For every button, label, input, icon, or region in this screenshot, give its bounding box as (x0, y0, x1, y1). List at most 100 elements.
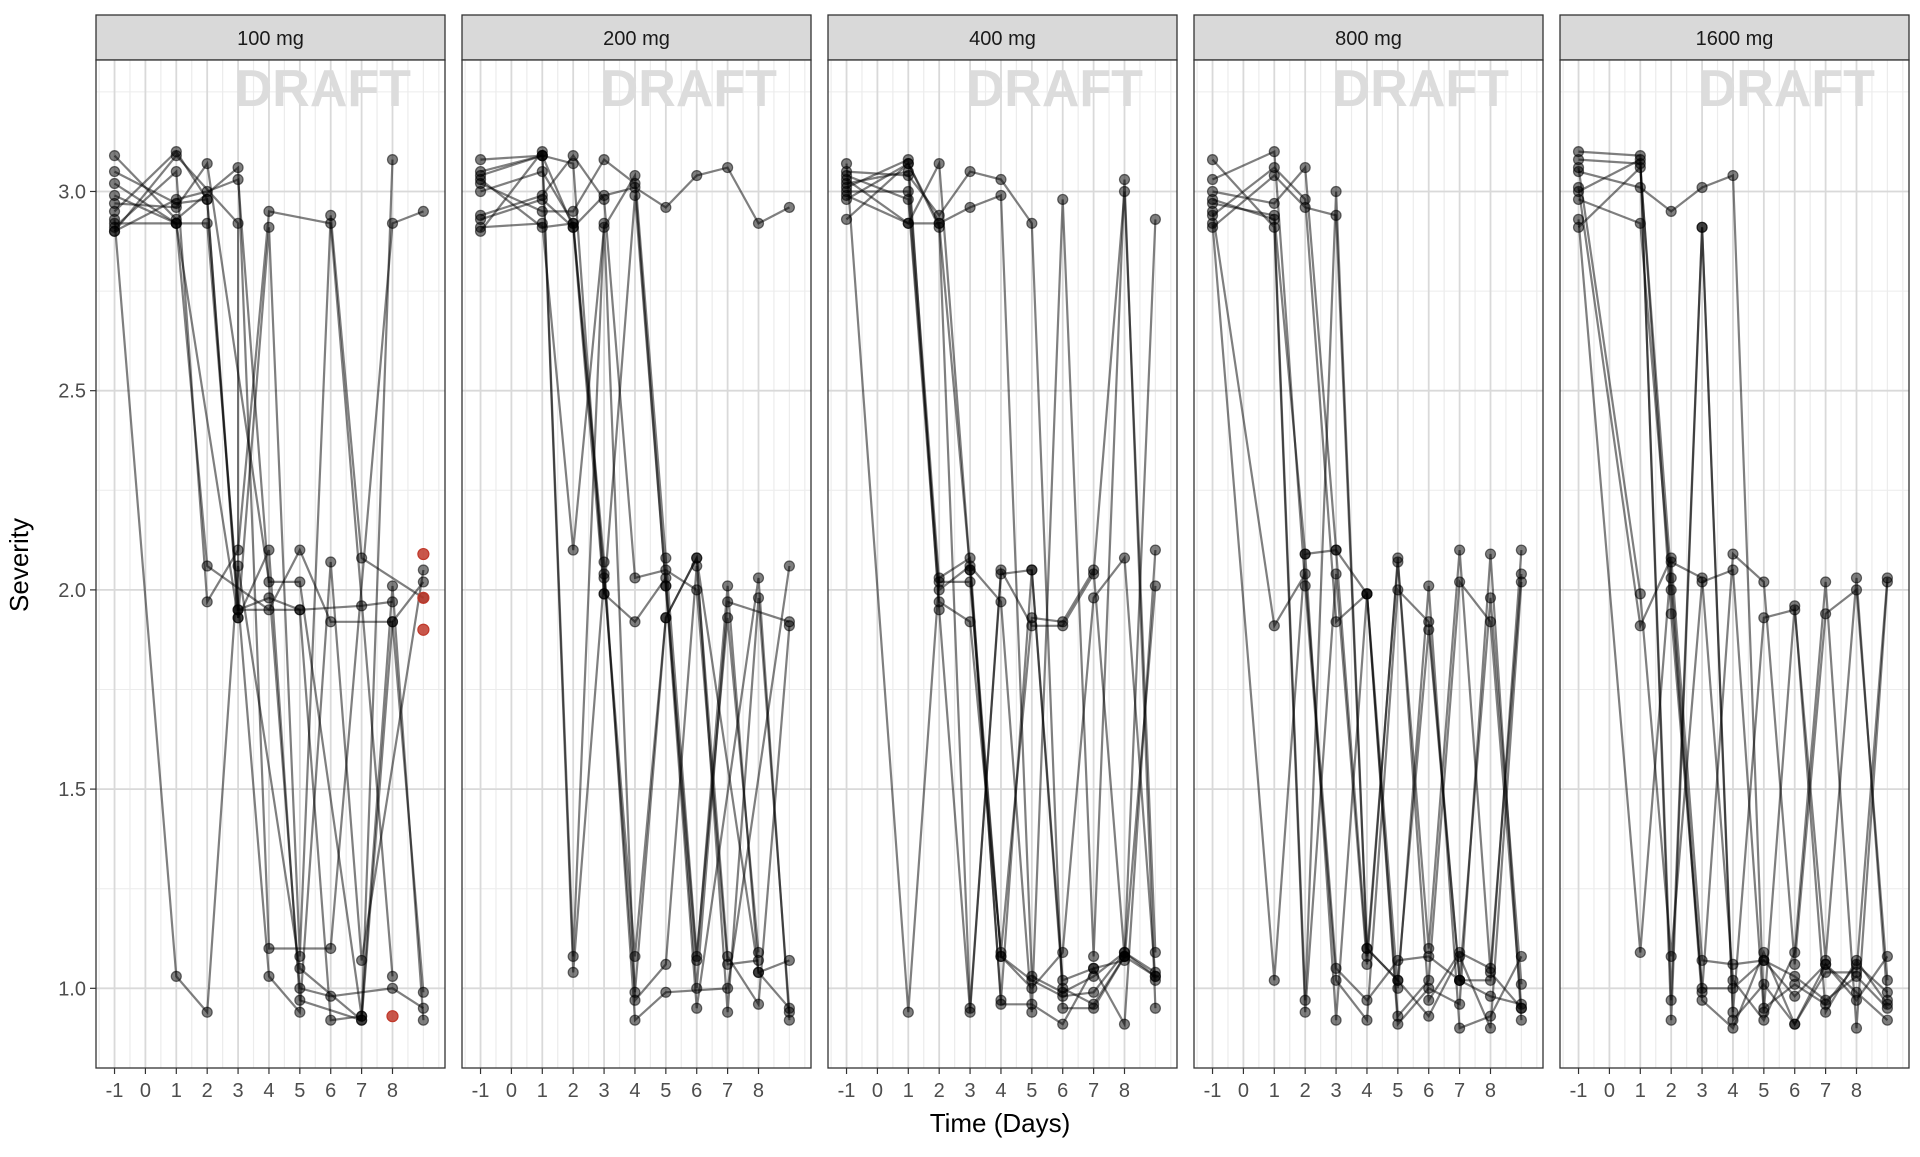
x-tick-label: 0 (1238, 1080, 1249, 1102)
data-point (1881, 986, 1893, 998)
x-tick-label: 6 (1057, 1080, 1068, 1102)
data-point (1634, 157, 1646, 170)
x-tick-label: -1 (1570, 1080, 1588, 1102)
data-point (1727, 982, 1739, 994)
data-point (1088, 986, 1100, 998)
data-point (752, 592, 765, 604)
data-point (933, 217, 945, 229)
data-point (1515, 544, 1527, 556)
data-point (722, 161, 734, 174)
watermark-text: DRAFT (967, 60, 1143, 118)
data-point (1392, 974, 1404, 986)
data-point (752, 572, 765, 584)
series-line (846, 193, 1156, 994)
data-point (1361, 588, 1373, 600)
data-point (294, 1006, 306, 1018)
data-point (536, 165, 548, 178)
data-point (325, 942, 337, 955)
data-point (1330, 962, 1342, 974)
data-point (1727, 958, 1739, 971)
data-point (691, 169, 703, 182)
facet-strip-label: 100 mg (237, 28, 304, 50)
x-tick-label: 3 (599, 1080, 610, 1102)
data-point (567, 544, 579, 556)
data-point (1118, 950, 1131, 963)
data-point (1727, 1022, 1739, 1034)
data-point (1057, 620, 1069, 632)
data-point (417, 205, 429, 217)
data-point (1881, 974, 1893, 986)
data-point (964, 201, 976, 214)
data-point (1118, 173, 1131, 186)
data-point (108, 189, 121, 202)
highlight-point (417, 591, 430, 604)
data-point (1026, 1006, 1038, 1018)
data-point (1149, 580, 1161, 592)
data-point (1484, 592, 1497, 604)
data-point (417, 564, 429, 576)
data-point (108, 150, 121, 162)
x-tick-label: 7 (1820, 1080, 1831, 1102)
data-point (567, 205, 579, 217)
data-point (1789, 1018, 1801, 1030)
data-point (1634, 588, 1646, 600)
data-point (1789, 990, 1801, 1002)
x-tick-label: 8 (753, 1080, 764, 1102)
x-tick-label: -1 (1204, 1080, 1222, 1102)
y-tick-label: 2.5 (58, 381, 86, 403)
data-point (417, 1014, 429, 1026)
x-tick-label: 3 (965, 1080, 976, 1102)
data-point (1361, 942, 1373, 955)
x-tick-label: 7 (356, 1080, 367, 1102)
data-point (294, 544, 306, 556)
data-point (1423, 974, 1435, 986)
data-point (170, 193, 182, 206)
watermark-text: DRAFT (1333, 60, 1509, 118)
data-point (263, 604, 275, 616)
data-point (170, 150, 182, 162)
data-point (933, 576, 945, 588)
x-tick-label: 2 (934, 1080, 945, 1102)
data-point (1423, 1010, 1435, 1022)
data-point (598, 189, 610, 202)
data-point (1665, 950, 1677, 963)
x-tick-label: -1 (472, 1080, 490, 1102)
data-point (1057, 1018, 1069, 1030)
data-point (1696, 221, 1708, 233)
x-tick-label: 3 (233, 1080, 244, 1102)
data-point (1820, 1006, 1832, 1018)
data-point (1881, 998, 1893, 1010)
data-point (325, 209, 337, 221)
facet-strip-label: 800 mg (1335, 28, 1402, 50)
data-point (1454, 1022, 1466, 1034)
data-point (386, 616, 399, 628)
data-point (1268, 974, 1280, 986)
data-point (1268, 169, 1280, 182)
series-line (1577, 167, 1889, 1016)
series-line (1211, 211, 1522, 1006)
data-point (964, 564, 976, 576)
data-point (1118, 552, 1131, 564)
data-point (325, 616, 337, 628)
data-point (722, 580, 734, 592)
data-point (995, 994, 1007, 1006)
series-line (1578, 158, 1889, 1022)
data-point (598, 568, 610, 580)
x-tick-label: 7 (722, 1080, 733, 1102)
series-line (479, 148, 791, 1008)
data-point (1088, 998, 1100, 1010)
watermark-text: DRAFT (235, 60, 411, 118)
series-line (480, 166, 790, 229)
data-point (1758, 1006, 1770, 1018)
data-point (1850, 584, 1863, 596)
data-point (201, 217, 213, 229)
data-point (1727, 169, 1739, 182)
data-point (170, 217, 182, 229)
data-point (1634, 946, 1646, 959)
data-point (1423, 950, 1435, 963)
x-tick-label: 5 (294, 1080, 305, 1102)
x-tick-label: 8 (1485, 1080, 1496, 1102)
x-tick-label: 5 (660, 1080, 671, 1102)
panel-border (95, 59, 446, 1069)
data-point (691, 954, 703, 967)
